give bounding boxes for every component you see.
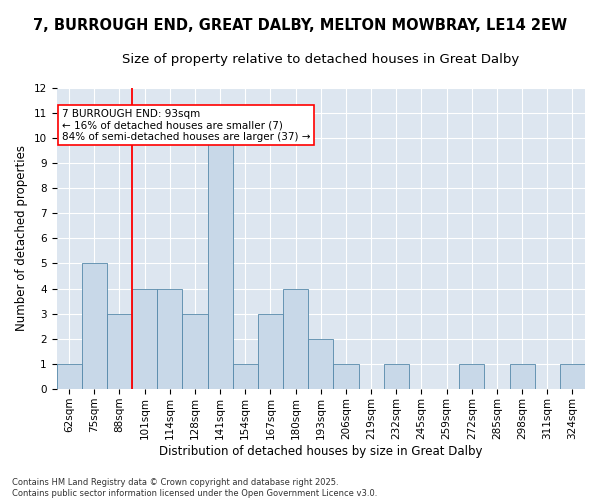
Bar (308, 339, 334, 389)
Bar (509, 364, 535, 389)
Bar (459, 364, 484, 389)
X-axis label: Distribution of detached houses by size in Great Dalby: Distribution of detached houses by size … (159, 444, 482, 458)
Bar (283, 288, 308, 389)
Bar (82, 264, 107, 389)
Bar (334, 364, 359, 389)
Y-axis label: Number of detached properties: Number of detached properties (15, 146, 28, 332)
Bar (182, 314, 208, 389)
Bar (56, 364, 82, 389)
Bar (132, 288, 157, 389)
Text: Contains HM Land Registry data © Crown copyright and database right 2025.
Contai: Contains HM Land Registry data © Crown c… (12, 478, 377, 498)
Bar (560, 364, 585, 389)
Text: 7 BURROUGH END: 93sqm
← 16% of detached houses are smaller (7)
84% of semi-detac: 7 BURROUGH END: 93sqm ← 16% of detached … (62, 108, 310, 142)
Bar (233, 364, 258, 389)
Bar (157, 288, 182, 389)
Bar (208, 138, 233, 389)
Text: 7, BURROUGH END, GREAT DALBY, MELTON MOWBRAY, LE14 2EW: 7, BURROUGH END, GREAT DALBY, MELTON MOW… (33, 18, 567, 32)
Title: Size of property relative to detached houses in Great Dalby: Size of property relative to detached ho… (122, 52, 520, 66)
Bar (107, 314, 132, 389)
Bar (258, 314, 283, 389)
Bar (383, 364, 409, 389)
